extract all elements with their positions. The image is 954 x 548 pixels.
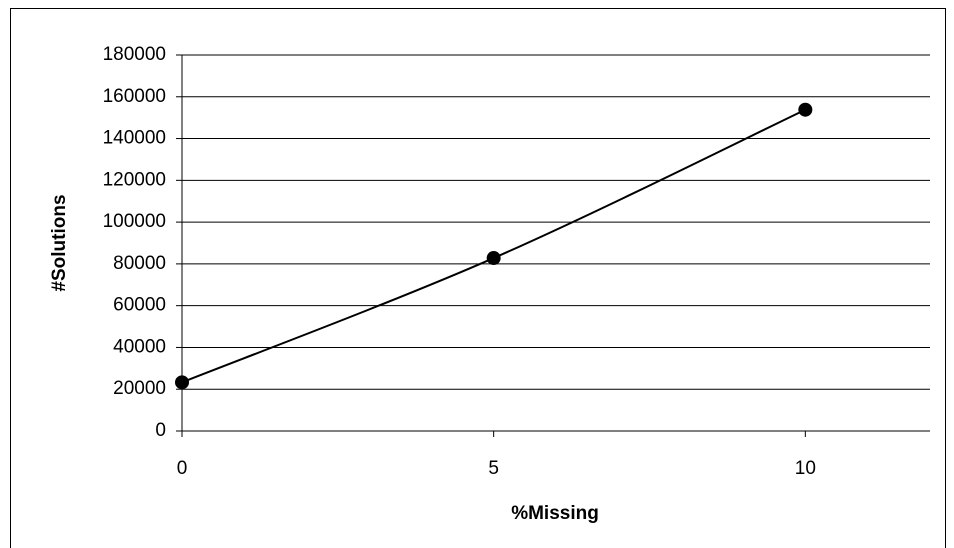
x-tick-label: 0	[177, 458, 188, 479]
y-tick-label: 100000	[103, 211, 166, 232]
marker	[487, 251, 501, 265]
chart: %Missing #Solutions 0 20000 40000 60000 8000…	[0, 0, 954, 548]
y-tick-label: 120000	[103, 169, 166, 190]
y-tick-label: 40000	[113, 336, 166, 357]
y-tick-label: 60000	[113, 295, 166, 316]
marker	[175, 375, 189, 389]
y-tick-label: 180000	[103, 44, 166, 65]
x-axis-title: %Missing	[511, 503, 599, 524]
y-tick-label: 0	[155, 420, 166, 441]
x-tick-label: 10	[795, 458, 816, 479]
x-tick-label: 5	[488, 458, 499, 479]
y-tick-label: 80000	[113, 253, 166, 274]
y-tick-label: 140000	[103, 128, 166, 149]
y-tick-label: 160000	[103, 86, 166, 107]
y-tick-label: 20000	[113, 378, 166, 399]
y-axis-title: #Solutions	[49, 194, 70, 291]
marker	[798, 103, 812, 117]
